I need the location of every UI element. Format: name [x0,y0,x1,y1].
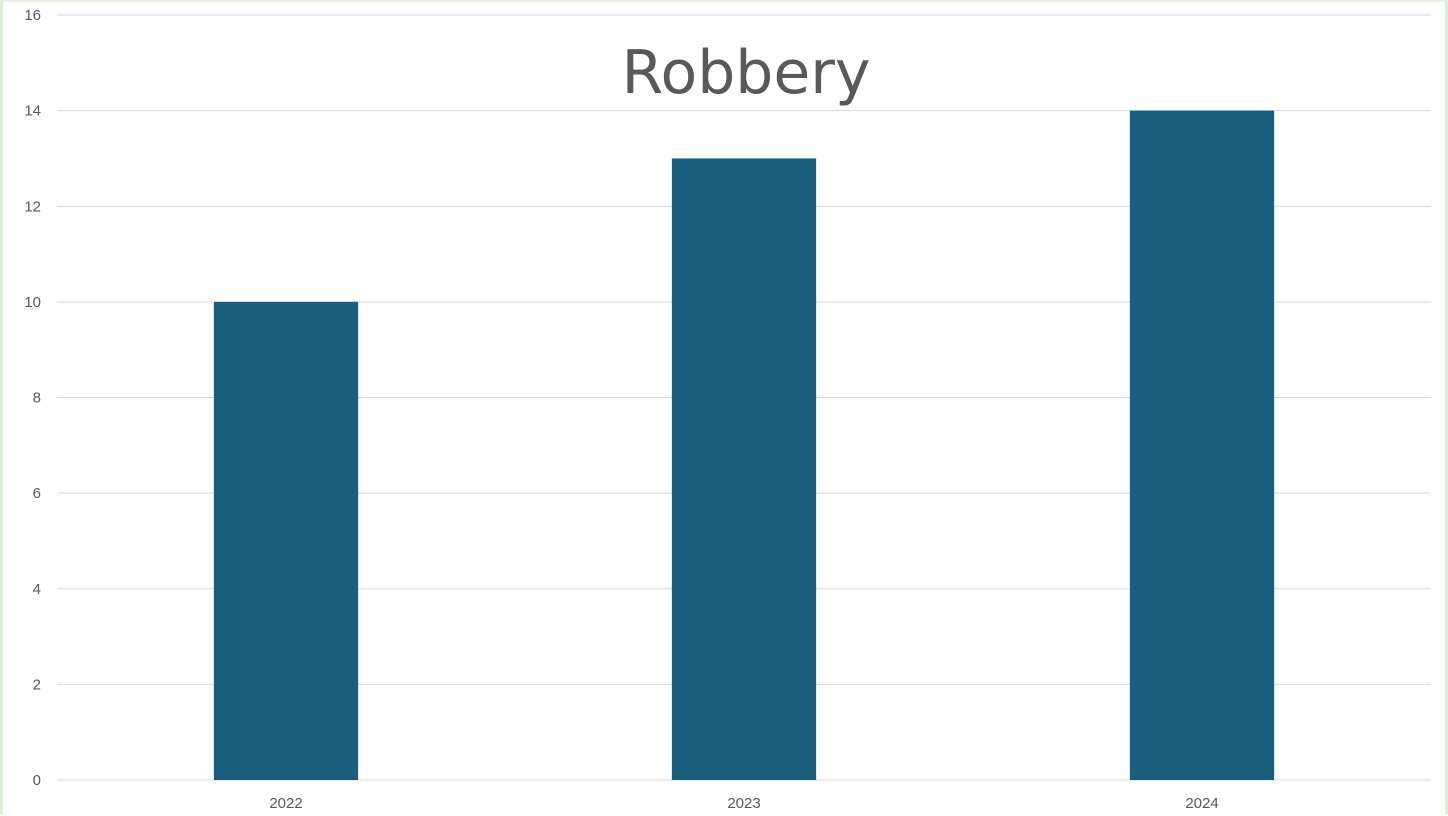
bar-chart: 0 2 4 6 8 10 12 14 16 2022 2023 2024 Robbery [24,7,1431,812]
chart-title: Robbery [622,38,871,108]
bars [213,110,1275,780]
y-tick-label: 14 [24,103,41,120]
bar-2024 [1129,110,1275,780]
x-axis-ticks: 2022 2023 2024 [269,795,1218,812]
y-tick-label: 8 [33,390,41,407]
y-tick-label: 4 [33,581,41,598]
bar-2022 [213,301,359,780]
y-tick-label: 10 [24,294,41,311]
y-tick-label: 12 [24,198,41,215]
y-tick-label: 16 [24,7,41,24]
x-tick-label: 2022 [269,795,302,812]
x-tick-label: 2024 [1185,795,1218,812]
x-tick-label: 2023 [727,795,760,812]
y-tick-label: 6 [33,485,41,502]
y-tick-label: 0 [33,772,41,789]
bar-2023 [671,158,817,780]
y-tick-label: 2 [33,676,41,693]
y-axis-ticks: 0 2 4 6 8 10 12 14 16 [24,7,41,789]
